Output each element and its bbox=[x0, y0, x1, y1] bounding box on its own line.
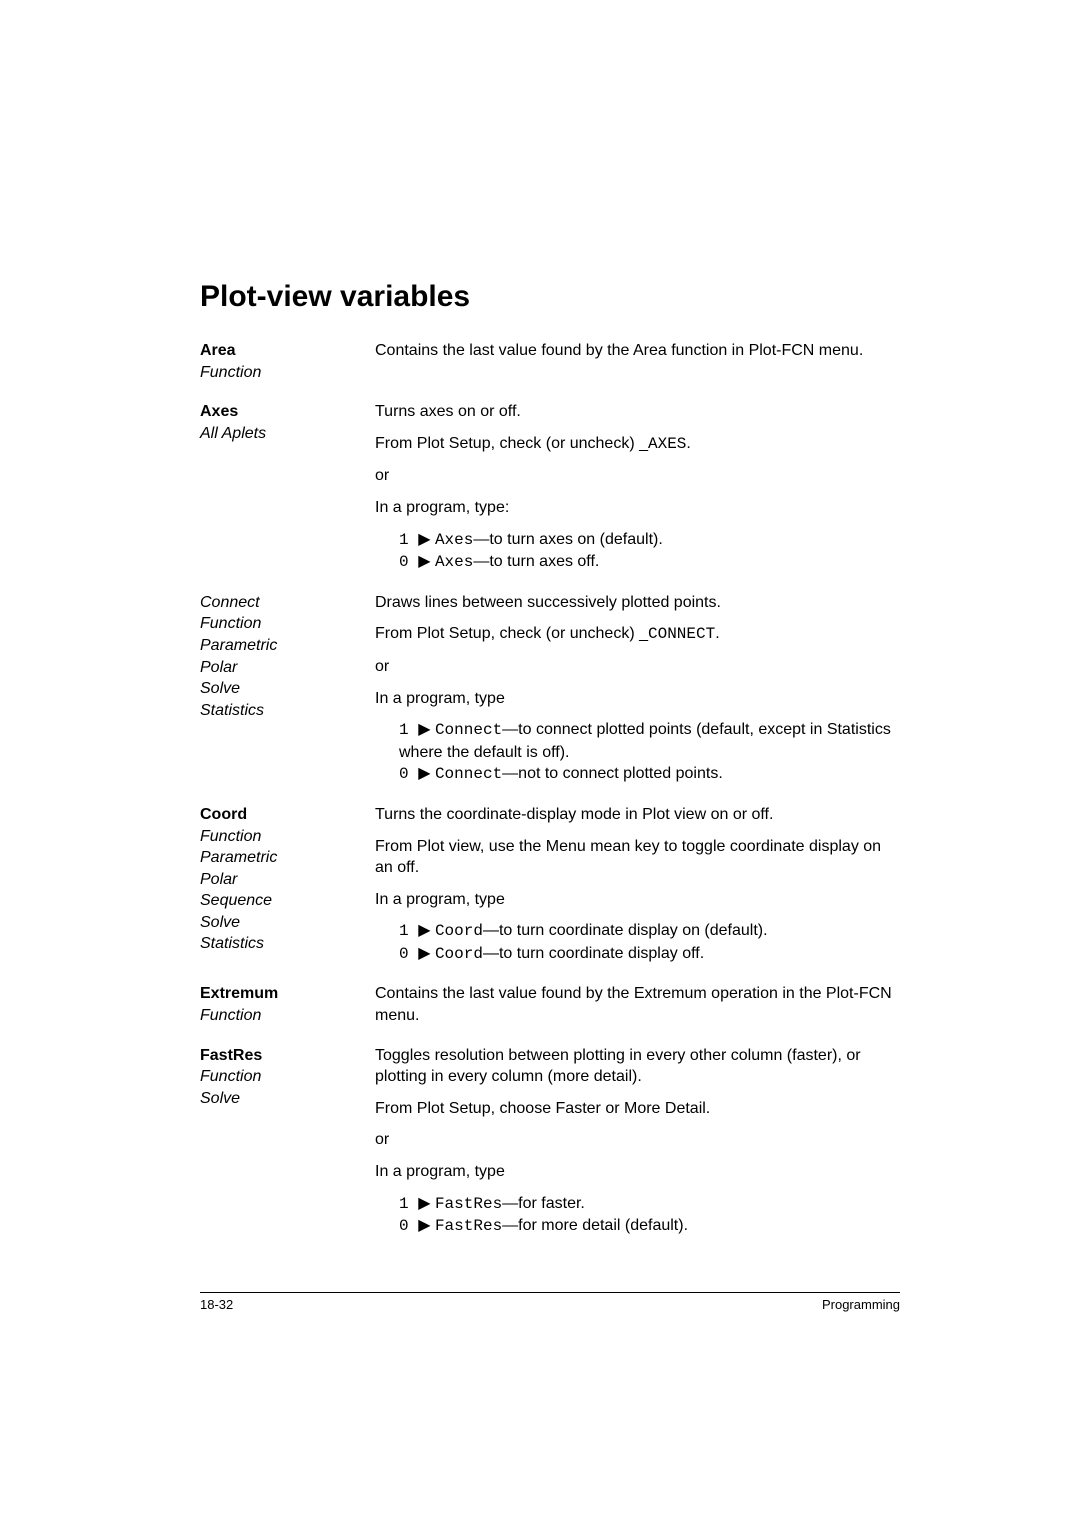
term-sub: Solve bbox=[200, 912, 375, 934]
definition-bullet: 1 ▶ Connect—to connect plotted points (d… bbox=[399, 719, 900, 763]
term-sub: Parametric bbox=[200, 635, 375, 657]
definition-bullet: 0 ▶ Coord—to turn coordinate display off… bbox=[399, 943, 900, 966]
footer-page-number: 18-32 bbox=[200, 1297, 233, 1312]
definition-paragraph: or bbox=[375, 1129, 900, 1151]
term-sub: Function bbox=[200, 362, 375, 384]
term-head: Coord bbox=[200, 804, 375, 826]
term-sub: All Aplets bbox=[200, 423, 375, 445]
term-column: AreaFunction bbox=[200, 340, 375, 383]
term-head: Connect bbox=[200, 592, 375, 614]
store-arrow-icon: ▶ bbox=[418, 553, 435, 570]
definition-bullet: 1 ▶ Coord—to turn coordinate display on … bbox=[399, 920, 900, 943]
entry: ExtremumFunctionContains the last value … bbox=[200, 983, 900, 1026]
store-arrow-icon: ▶ bbox=[418, 721, 435, 738]
definition-column: Turns axes on or off. From Plot Setup, ch… bbox=[375, 401, 900, 574]
term-sub: Solve bbox=[200, 678, 375, 700]
definition-bullet: 1 ▶ FastRes—for faster. bbox=[399, 1193, 900, 1216]
entry: FastResFunctionSolveToggles resolution b… bbox=[200, 1045, 900, 1238]
term-sub: Polar bbox=[200, 869, 375, 891]
store-arrow-icon: ▶ bbox=[418, 922, 435, 939]
page-title: Plot-view variables bbox=[200, 280, 900, 314]
term-sub: Statistics bbox=[200, 700, 375, 722]
definition-paragraph: Toggles resolution between plotting in e… bbox=[375, 1045, 900, 1088]
definition-paragraph: Contains the last value found by the Are… bbox=[375, 340, 900, 362]
entry: ConnectFunctionParametricPolarSolveStati… bbox=[200, 592, 900, 786]
term-sub: Function bbox=[200, 613, 375, 635]
store-arrow-icon: ▶ bbox=[418, 765, 435, 782]
entry: CoordFunctionParametricPolarSequenceSolv… bbox=[200, 804, 900, 966]
store-arrow-icon: ▶ bbox=[418, 945, 435, 962]
page-footer: 18-32 Programming bbox=[200, 1292, 900, 1312]
definition-bullet: 0 ▶ FastRes—for more detail (default). bbox=[399, 1215, 900, 1238]
store-arrow-icon: ▶ bbox=[418, 531, 435, 548]
term-sub: Sequence bbox=[200, 890, 375, 912]
term-column: ExtremumFunction bbox=[200, 983, 375, 1026]
store-arrow-icon: ▶ bbox=[418, 1195, 435, 1212]
store-arrow-icon: ▶ bbox=[418, 1217, 435, 1234]
definition-paragraph: Contains the last value found by the Ext… bbox=[375, 983, 900, 1026]
definition-paragraph: Turns axes on or off. bbox=[375, 401, 900, 423]
footer-section: Programming bbox=[822, 1297, 900, 1312]
definition-column: Draws lines between successively plotted… bbox=[375, 592, 900, 786]
term-sub: Statistics bbox=[200, 933, 375, 955]
term-head: Axes bbox=[200, 401, 375, 423]
definition-paragraph: or bbox=[375, 465, 900, 487]
term-sub: Parametric bbox=[200, 847, 375, 869]
definition-column: Toggles resolution between plotting in e… bbox=[375, 1045, 900, 1238]
definition-paragraph: In a program, type bbox=[375, 1161, 900, 1183]
definition-paragraph: In a program, type bbox=[375, 889, 900, 911]
entries-container: AreaFunctionContains the last value foun… bbox=[200, 340, 900, 1238]
definition-column: Contains the last value found by the Are… bbox=[375, 340, 900, 362]
definition-bullet: 1 ▶ Axes—to turn axes on (default). bbox=[399, 529, 900, 552]
term-head: Area bbox=[200, 340, 375, 362]
term-sub: Polar bbox=[200, 657, 375, 679]
term-head: FastRes bbox=[200, 1045, 375, 1067]
definition-paragraph: or bbox=[375, 656, 900, 678]
definition-paragraph: From Plot Setup, choose Faster or More D… bbox=[375, 1098, 900, 1120]
definition-paragraph: From Plot view, use the Menu mean key to… bbox=[375, 836, 900, 879]
term-column: AxesAll Aplets bbox=[200, 401, 375, 444]
term-column: CoordFunctionParametricPolarSequenceSolv… bbox=[200, 804, 375, 955]
definition-paragraph: In a program, type bbox=[375, 688, 900, 710]
definition-paragraph: From Plot Setup, check (or uncheck) _CON… bbox=[375, 623, 900, 646]
entry: AxesAll ApletsTurns axes on or off. From … bbox=[200, 401, 900, 574]
term-column: FastResFunctionSolve bbox=[200, 1045, 375, 1110]
term-sub: Function bbox=[200, 1066, 375, 1088]
term-head: Extremum bbox=[200, 983, 375, 1005]
term-sub: Solve bbox=[200, 1088, 375, 1110]
definition-column: Turns the coordinate-display mode in Plo… bbox=[375, 804, 900, 966]
definition-paragraph: Draws lines between successively plotted… bbox=[375, 592, 900, 614]
definition-bullet: 0 ▶ Axes—to turn axes off. bbox=[399, 551, 900, 574]
definition-column: Contains the last value found by the Ext… bbox=[375, 983, 900, 1026]
term-sub: Function bbox=[200, 1005, 375, 1027]
definition-paragraph: In a program, type: bbox=[375, 497, 900, 519]
definition-paragraph: From Plot Setup, check (or uncheck) _AXE… bbox=[375, 433, 900, 456]
entry: AreaFunctionContains the last value foun… bbox=[200, 340, 900, 383]
term-column: ConnectFunctionParametricPolarSolveStati… bbox=[200, 592, 375, 722]
definition-bullet: 0 ▶ Connect—not to connect plotted point… bbox=[399, 763, 900, 786]
definition-paragraph: Turns the coordinate-display mode in Plo… bbox=[375, 804, 900, 826]
term-sub: Function bbox=[200, 826, 375, 848]
